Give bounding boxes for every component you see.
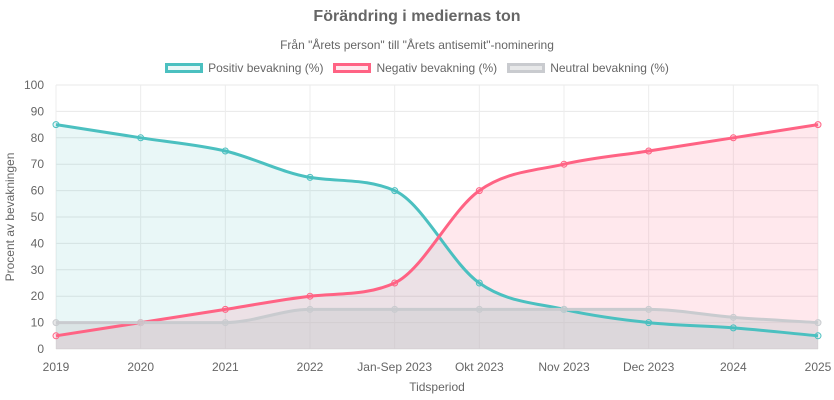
data-point-neutral: [729, 313, 737, 321]
data-point-positive: [729, 324, 737, 332]
legend-item-negative[interactable]: Negativ bevakning (%): [333, 61, 497, 75]
x-tick-label: 2022: [297, 360, 324, 374]
data-point-neutral: [221, 319, 229, 327]
legend-swatch-neutral: [507, 63, 546, 73]
legend-label-neutral: Neutral bevakning (%): [550, 61, 669, 75]
data-point-neutral: [391, 305, 399, 313]
x-tick-label: Okt 2023: [455, 360, 504, 374]
data-point-negative: [52, 332, 60, 340]
data-point-positive: [475, 279, 483, 287]
data-point-negative: [645, 147, 653, 155]
data-point-positive: [137, 134, 145, 142]
series-area-negative: [56, 124, 818, 349]
x-tick-label: Jan-Sep 2023: [357, 360, 432, 374]
y-axis-title: Procent av bevakningen: [3, 153, 17, 282]
data-point-negative: [729, 134, 737, 142]
y-tick-label: 10: [31, 316, 45, 330]
data-point-positive: [391, 187, 399, 195]
y-tick-label: 80: [31, 131, 45, 145]
y-tick-label: 70: [31, 157, 45, 171]
x-tick-label: 2025: [805, 360, 832, 374]
y-tick-label: 90: [31, 104, 45, 118]
data-point-neutral: [475, 305, 483, 313]
data-point-negative: [560, 160, 568, 168]
series-line-negative: [55, 123, 819, 338]
legend-item-neutral[interactable]: Neutral bevakning (%): [507, 61, 669, 75]
legend-label-negative: Negativ bevakning (%): [376, 61, 498, 75]
y-tick-label: 40: [31, 236, 45, 250]
data-point-positive: [814, 332, 822, 340]
data-point-negative: [391, 279, 399, 287]
x-tick-label: Nov 2023: [538, 360, 590, 374]
data-point-neutral: [306, 305, 314, 313]
y-tick-label: 20: [31, 289, 45, 303]
y-tick-label: 30: [31, 263, 45, 277]
legend-swatch-positive: [165, 63, 204, 73]
legend-swatch-negative: [333, 63, 372, 73]
data-point-negative: [475, 187, 483, 195]
y-tick-label: 60: [31, 184, 45, 198]
legend-item-positive[interactable]: Positiv bevakning (%): [165, 61, 323, 75]
y-tick-label: 0: [37, 342, 44, 356]
series-line-neutral: [56, 307, 819, 325]
data-point-neutral: [645, 305, 653, 313]
x-tick-label: 2021: [212, 360, 239, 374]
legend-label-positive: Positiv bevakning (%): [208, 61, 324, 75]
data-point-negative: [814, 121, 822, 129]
x-tick-label: 2024: [720, 360, 747, 374]
series-line-positive: [55, 123, 819, 338]
x-tick-label: 2019: [43, 360, 70, 374]
data-point-neutral: [137, 319, 145, 327]
y-tick-label: 100: [24, 78, 44, 92]
data-point-negative: [306, 292, 314, 300]
data-point-negative: [221, 305, 229, 313]
x-axis-title: Tidsperiod: [409, 380, 465, 394]
data-point-positive: [221, 147, 229, 155]
x-tick-label: Dec 2023: [623, 360, 675, 374]
data-point-neutral: [814, 319, 822, 327]
data-point-neutral: [560, 305, 568, 313]
chart-title: Förändring i mediernas ton: [313, 8, 521, 25]
series-area-positive: [56, 124, 818, 349]
data-point-positive: [306, 173, 314, 181]
x-tick-label: 2020: [127, 360, 154, 374]
data-point-neutral: [52, 319, 60, 327]
data-point-positive: [645, 319, 653, 327]
y-tick-label: 50: [31, 210, 45, 224]
chart-legend: Positiv bevakning (%) Negativ bevakning …: [0, 61, 834, 75]
chart-subtitle: Från "Årets person" till "Årets antisemi…: [280, 38, 554, 52]
data-point-positive: [52, 121, 60, 129]
